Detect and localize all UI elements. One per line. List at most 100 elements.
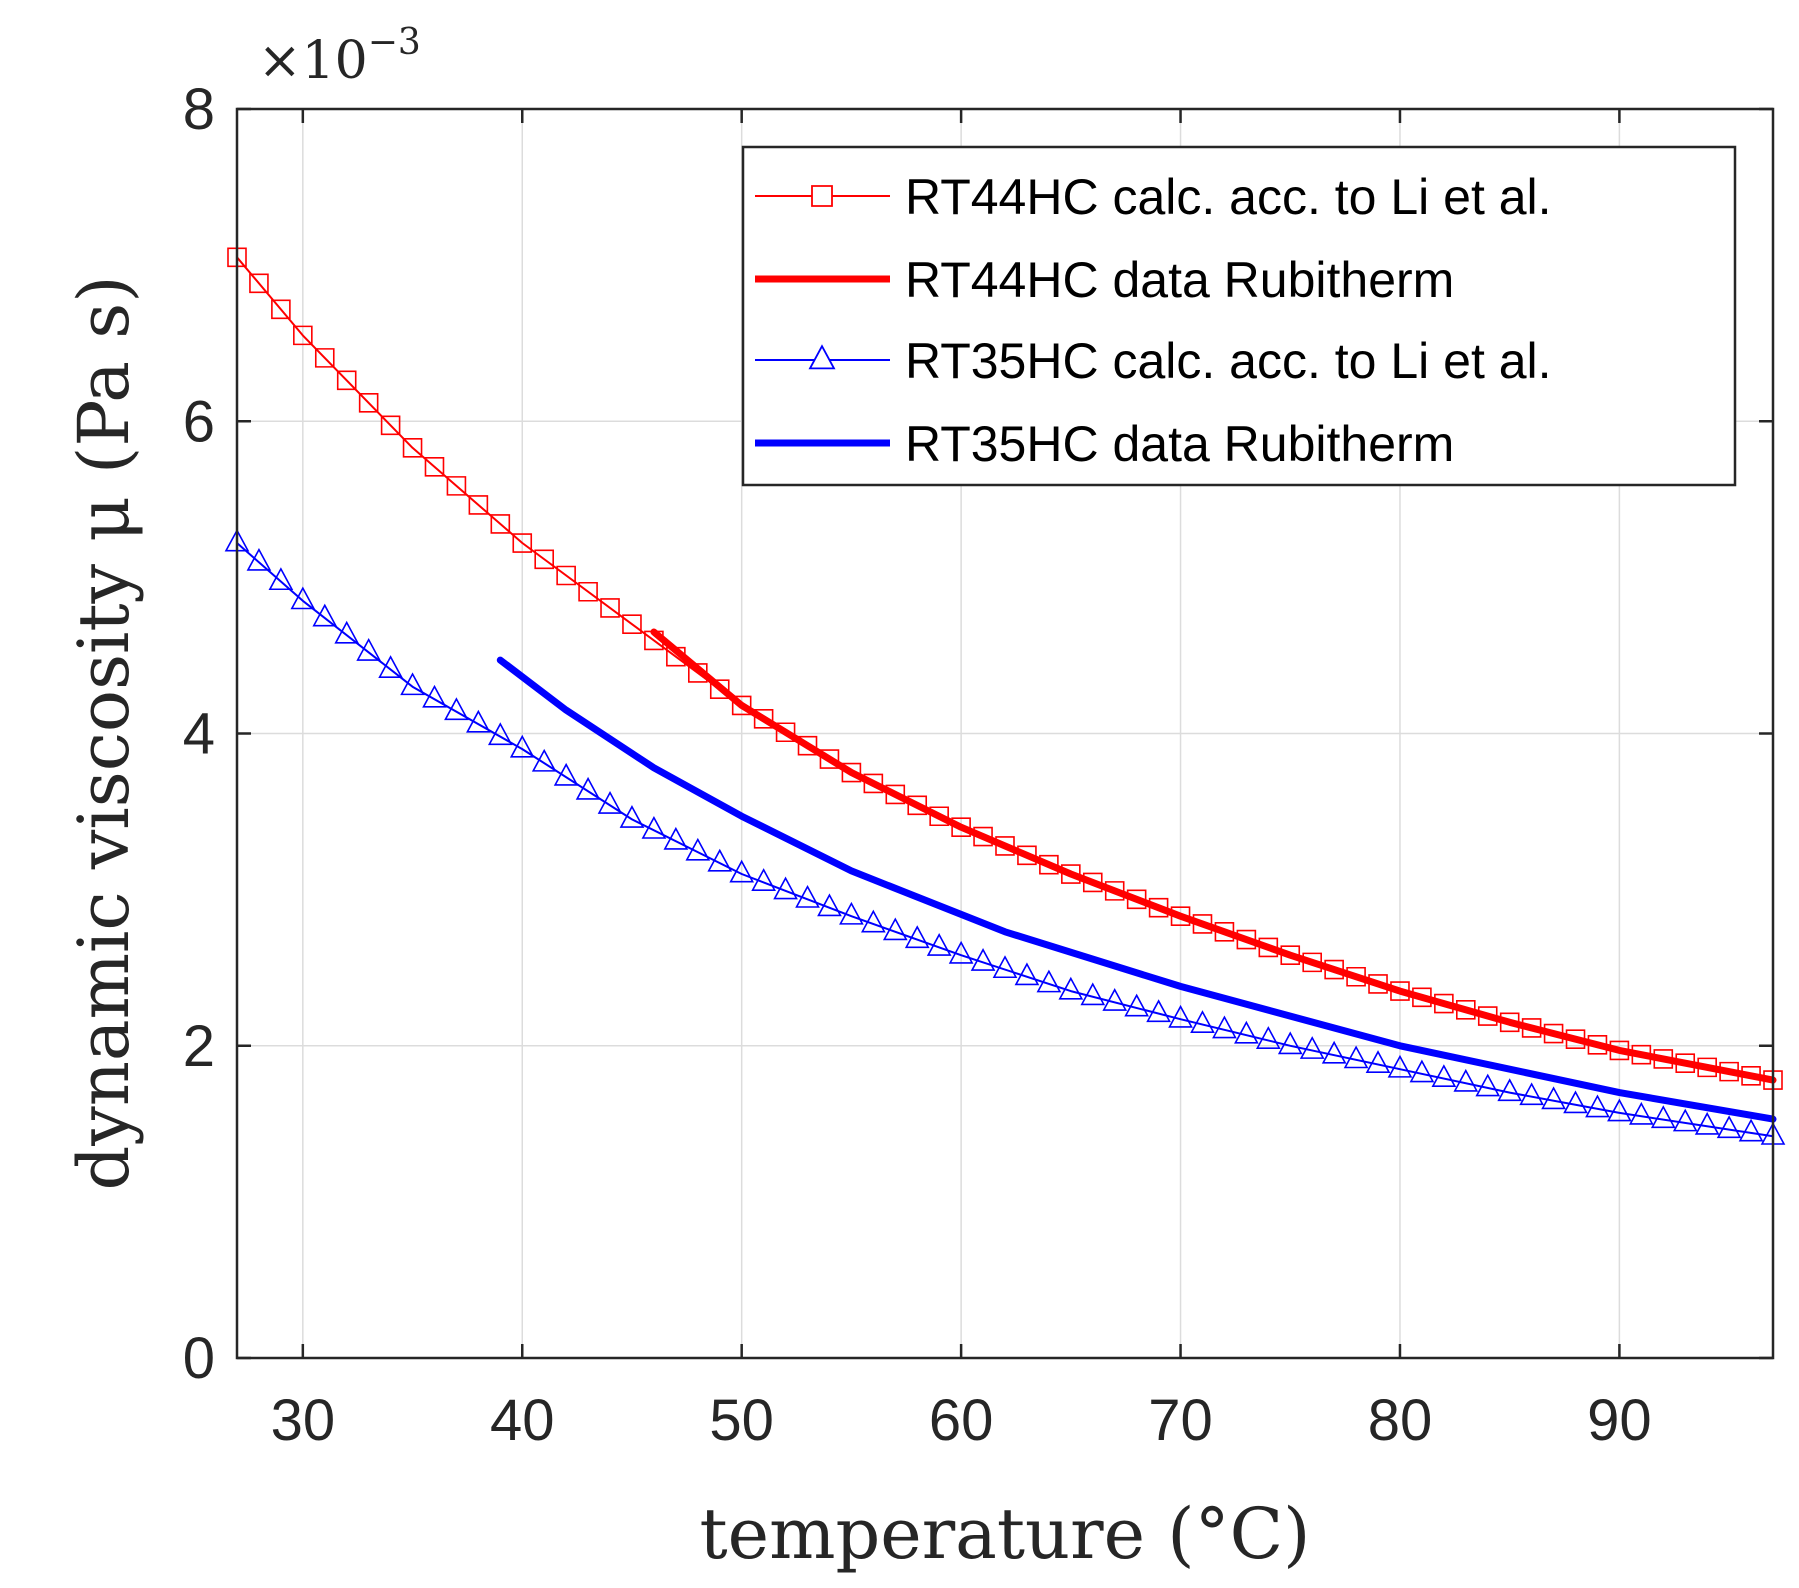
square-marker [358, 393, 379, 413]
square-marker [446, 476, 467, 496]
triangle-marker [1541, 1086, 1566, 1110]
square-marker [1477, 1006, 1498, 1026]
triangle-marker [1563, 1090, 1588, 1114]
triangle-marker [290, 586, 316, 610]
square-marker [885, 784, 906, 805]
x-axis-title: temperature (°C) [700, 1493, 1311, 1575]
square-marker [1499, 1012, 1520, 1033]
legend: RT44HC calc. acc. to Li et al. RT44HC dat… [741, 145, 1737, 487]
square-marker [293, 325, 313, 346]
triangle-marker [1102, 988, 1128, 1011]
triangle-marker [1672, 1108, 1698, 1132]
square-marker [1324, 959, 1344, 980]
x-tick-label: 70 [1148, 1388, 1213, 1453]
axis-ticks: 30 40 50 60 70 80 90 0 2 4 6 8 [183, 77, 1773, 1453]
legend-label: RT35HC data Rubitherm [905, 416, 1454, 472]
triangle-marker [992, 955, 1018, 979]
triangle-marker [1365, 1050, 1391, 1073]
triangle-marker [444, 697, 469, 721]
triangle-marker [1343, 1045, 1369, 1069]
y-tick-label: 0 [183, 1326, 215, 1391]
square-marker [1148, 897, 1169, 918]
square-marker [1412, 987, 1432, 1008]
square-marker [1236, 929, 1257, 950]
triangle-marker [839, 901, 864, 925]
triangle-marker [619, 805, 645, 828]
triangle-marker [1146, 999, 1171, 1023]
square-marker [1192, 914, 1213, 934]
y-tick-label: 4 [183, 702, 215, 767]
square-marker [995, 836, 1015, 856]
series-1 [650, 628, 1777, 1084]
square-marker [402, 437, 423, 458]
square-marker [688, 663, 708, 683]
triangle-marker [1431, 1064, 1457, 1088]
x-tick-label: 40 [490, 1388, 555, 1453]
square-marker [951, 817, 971, 837]
triangle-marker [1650, 1105, 1676, 1129]
triangle-marker [1277, 1031, 1303, 1055]
series-line [650, 628, 1777, 1084]
square-marker [1104, 881, 1125, 901]
triangle-marker [1299, 1036, 1325, 1059]
triangle-marker [466, 709, 491, 733]
x-tick-label: 90 [1587, 1388, 1652, 1453]
square-marker [1170, 906, 1191, 926]
triangle-marker [707, 848, 733, 872]
legend-swatch-marker [808, 344, 836, 370]
square-marker [1214, 921, 1235, 942]
square-marker [1631, 1044, 1652, 1065]
square-marker [336, 370, 357, 391]
square-marker [1653, 1049, 1674, 1069]
square-marker [1126, 889, 1147, 910]
triangle-marker [1014, 962, 1040, 986]
square-marker [424, 457, 445, 477]
square-marker [249, 273, 269, 294]
triangle-marker [1738, 1118, 1764, 1142]
triangle-marker [1475, 1073, 1501, 1097]
triangle-marker [1168, 1004, 1193, 1028]
triangle-marker [861, 909, 886, 933]
triangle-marker [970, 948, 996, 971]
triangle-marker [509, 734, 535, 758]
triangle-marker [663, 826, 689, 850]
y-tick-label: 8 [183, 77, 215, 142]
legend-label: RT35HC calc. acc. to Li et al. [905, 333, 1552, 389]
y-exponent: ×10−3 [258, 22, 421, 91]
triangle-marker [1387, 1054, 1413, 1078]
triangle-marker [246, 547, 272, 571]
triangle-marker [795, 884, 820, 908]
square-marker [1368, 974, 1388, 994]
triangle-marker [1453, 1068, 1479, 1092]
x-tick-label: 50 [709, 1388, 774, 1453]
triangle-marker [553, 762, 579, 786]
square-marker [1258, 937, 1279, 958]
triangle-marker [1694, 1111, 1720, 1135]
x-tick-label: 30 [271, 1388, 336, 1453]
series-layer [224, 247, 1786, 1145]
square-marker [1587, 1035, 1608, 1055]
square-marker [622, 614, 642, 635]
triangle-marker [1080, 982, 1106, 1006]
x-tick-label: 80 [1368, 1388, 1433, 1453]
y-tick-label: 2 [183, 1014, 215, 1079]
square-marker [227, 247, 247, 268]
square-marker [973, 826, 993, 847]
square-marker [1434, 993, 1454, 1014]
square-marker [314, 348, 335, 368]
square-marker [380, 415, 401, 436]
square-marker [534, 549, 554, 570]
triangle-marker [334, 620, 360, 644]
square-marker [600, 598, 620, 618]
series-2 [224, 528, 1786, 1145]
triangle-marker [597, 790, 623, 814]
triangle-marker [1234, 1020, 1259, 1044]
triangle-marker [1212, 1015, 1237, 1039]
square-marker [578, 581, 598, 602]
triangle-marker [531, 748, 557, 772]
legend-label: RT44HC data Rubitherm [905, 252, 1454, 308]
triangle-marker [1519, 1082, 1544, 1106]
triangle-marker [1497, 1078, 1523, 1102]
square-marker [1280, 945, 1301, 965]
